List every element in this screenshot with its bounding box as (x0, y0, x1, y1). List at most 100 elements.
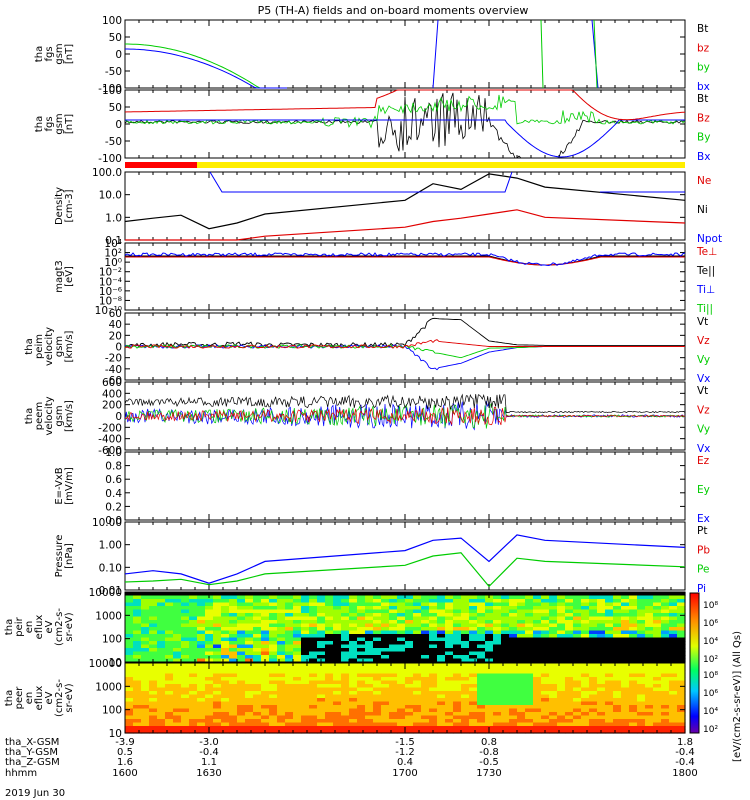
spectrogram-cell (645, 620, 654, 625)
spectrogram-cell (341, 606, 350, 611)
spectrogram-cell (365, 620, 374, 625)
spectrogram-cell (181, 592, 190, 597)
spectrogram-cell (245, 641, 254, 646)
spectrogram-cell (453, 666, 462, 671)
spectrogram-cell (629, 705, 638, 710)
spectrogram-cell (493, 592, 502, 597)
legend-entry: Pt (697, 525, 707, 537)
spectrogram-cell (637, 680, 646, 685)
spectrogram-cell (597, 719, 606, 724)
spectrogram-cell (549, 687, 558, 692)
spectrogram-cell (269, 641, 278, 646)
spectrogram-cell (421, 680, 430, 685)
spectrogram-cell (453, 606, 462, 611)
spectrogram-cell (445, 694, 454, 699)
spectrogram-cell (197, 712, 206, 717)
spectrogram-cell (293, 609, 302, 614)
spectrogram-cell (461, 684, 470, 689)
spectrogram-cell (325, 637, 334, 642)
spectrogram-cell (277, 613, 286, 618)
spectrogram-cell (461, 673, 470, 678)
spectrogram-cell (605, 677, 614, 682)
spectrogram-cell (405, 705, 414, 710)
spectrogram-cell (629, 677, 638, 682)
spectrogram-cell (325, 722, 334, 727)
x-axis-row-label: tha_X-GSM (5, 737, 59, 748)
spectrogram-cell (381, 726, 390, 731)
spectrogram-cell (269, 623, 278, 628)
legend-entry: Ti⊥ (696, 284, 715, 296)
spectrogram-cell (469, 687, 478, 692)
spectrogram-cell (317, 623, 326, 628)
spectrogram-cell (437, 606, 446, 611)
spectrogram-cell (261, 648, 270, 653)
spectrogram-cell (141, 613, 150, 618)
spectrogram-cell (573, 637, 582, 642)
spectrogram-cell (125, 620, 134, 625)
spectrogram-cell (469, 637, 478, 642)
spectrogram-cell (469, 673, 478, 678)
spectrogram-cell (165, 698, 174, 703)
spectrogram-cell (453, 663, 462, 668)
spectrogram-cell (461, 606, 470, 611)
spectrogram-cell (397, 694, 406, 699)
spectrogram-cell (341, 680, 350, 685)
legend-entry: Vz (697, 404, 710, 416)
spectrogram-cell (197, 684, 206, 689)
spectrogram-cell (653, 648, 662, 653)
spectrogram-cell (317, 670, 326, 675)
spectrogram-cell (165, 648, 174, 653)
spectrogram-cell (453, 726, 462, 731)
date-label: 2019 Jun 30 (5, 788, 65, 799)
spectrogram-cell (317, 616, 326, 621)
spectrogram-cell (181, 663, 190, 668)
spectrogram-cell (605, 663, 614, 668)
spectrogram-cell (341, 719, 350, 724)
spectrogram-cell (253, 726, 262, 731)
spectrogram-cell (125, 651, 134, 656)
spectrogram-cell (573, 609, 582, 614)
spectrogram-cell (421, 595, 430, 600)
spectrogram-cell (605, 616, 614, 621)
spectrogram-cell (125, 701, 134, 706)
spectrogram-cell (509, 670, 518, 675)
spectrogram-cell (221, 634, 230, 639)
spectrogram-cell (557, 694, 566, 699)
spectrogram-cell (581, 698, 590, 703)
spectrogram-cell (565, 602, 574, 607)
spectrogram-cell (581, 715, 590, 720)
spectrogram-cell (517, 644, 526, 649)
spectrogram-cell (437, 627, 446, 632)
spectrogram-cell (613, 637, 622, 642)
series-bx (125, 48, 287, 89)
spectrogram-cell (357, 634, 366, 639)
spectrogram-cell (517, 606, 526, 611)
spectrogram-cell (533, 641, 542, 646)
spectrogram-cell (333, 630, 342, 635)
spectrogram-cell (341, 634, 350, 639)
spectrogram-cell (301, 722, 310, 727)
spectrogram-cell (293, 637, 302, 642)
spectrogram-cell (141, 609, 150, 614)
spectrogram-cell (629, 680, 638, 685)
spectrogram-cell (317, 684, 326, 689)
spectrogram-cell (365, 712, 374, 717)
spectrogram-cell (509, 719, 518, 724)
y-tick-label: 200 (102, 400, 122, 412)
spectrogram-cell (237, 613, 246, 618)
spectrogram-cell (661, 651, 670, 656)
spectrogram-cell (573, 606, 582, 611)
spectrogram-cell (229, 634, 238, 639)
spectrogram-cell (213, 616, 222, 621)
y-axis-label-line: eV (44, 691, 55, 704)
spectrogram-cell (205, 602, 214, 607)
spectrogram-cell (197, 609, 206, 614)
spectrogram-cell (429, 616, 438, 621)
spectrogram-cell (389, 663, 398, 668)
spectrogram-cell (429, 715, 438, 720)
spectrogram-cell (405, 595, 414, 600)
spectrogram-cell (621, 630, 630, 635)
spectrogram-cell (485, 644, 494, 649)
spectrogram-cell (645, 606, 654, 611)
spectrogram-cell (213, 670, 222, 675)
